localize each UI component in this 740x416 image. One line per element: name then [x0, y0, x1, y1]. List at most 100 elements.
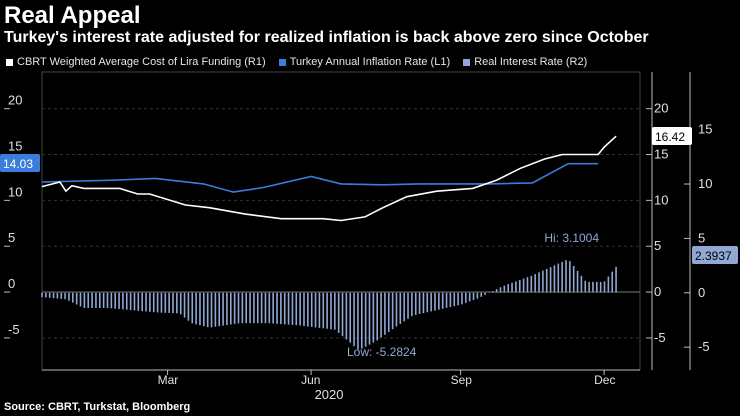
real-rate-bar [203, 292, 205, 327]
real-rate-bar [399, 292, 402, 324]
real-rate-bar [299, 292, 301, 326]
legend-item-inflation: Turkey Annual Inflation Rate (L1) [278, 56, 451, 68]
real-rate-bar [391, 292, 394, 330]
real-rate-bar [507, 284, 509, 293]
real-rate-bar [249, 292, 251, 324]
real-rate-bar [330, 292, 332, 330]
real-rate-bar [168, 292, 170, 313]
real-rate-bar [368, 292, 371, 345]
real-rate-bar [206, 292, 209, 328]
x-axis-year-label: 2020 [315, 387, 344, 402]
real-rate-bar [434, 292, 436, 311]
real-rate-bar [357, 292, 359, 350]
real-rate-bar [160, 292, 163, 313]
x-axis-tick-label: Sep [451, 373, 473, 387]
real-rate-bar [218, 292, 221, 327]
real-rate-bar [372, 292, 375, 343]
right2-axis-tick-label: -5 [698, 339, 710, 354]
real-last-tag-box [692, 246, 738, 264]
real-rate-bar [495, 289, 498, 293]
real-rate-bar [195, 292, 197, 325]
real-rate-bar [60, 292, 63, 299]
real-rate-bar [561, 261, 563, 293]
real-rate-bar [580, 275, 583, 293]
real-rate-bar [79, 292, 82, 307]
real-rate-bar [283, 292, 286, 325]
cbrt-line [41, 135, 617, 222]
real-rate-bar [565, 260, 567, 293]
real-rate-bar [199, 292, 201, 326]
real-rate-bar [114, 292, 117, 309]
real-rate-bar [310, 292, 313, 327]
real-rate-bar [453, 292, 456, 307]
real-rate-bar [264, 292, 267, 324]
real-rate-bar [553, 265, 556, 293]
real-rate-bar [422, 292, 425, 314]
legend-swatch-inflation [278, 58, 286, 66]
real-rate-bar [214, 292, 217, 327]
real-rate-bar [48, 292, 51, 298]
real-rate-bar [303, 292, 305, 326]
right2-axis-tick-label: 15 [698, 122, 712, 137]
inflation-line [41, 162, 599, 193]
real-rate-bar [449, 292, 452, 308]
real-rate-bar [526, 277, 529, 293]
real-rate-bar [380, 292, 382, 338]
real-rate-bar [414, 292, 417, 315]
real-rate-bar [518, 279, 521, 293]
real-rate-bar [233, 292, 236, 324]
real-rate-bar [287, 292, 290, 325]
real-rate-bar [91, 292, 93, 309]
real-rate-bar [538, 272, 540, 293]
real-rate-bar [156, 292, 159, 313]
real-rate-bar [187, 292, 190, 321]
left-axis-tick-label: 0 [8, 276, 15, 291]
right2-axis-tick-label: 5 [698, 230, 705, 245]
real-rate-bar [503, 285, 506, 293]
x-axis-tick-label: Dec [594, 373, 615, 387]
right1-axis-tick-label: -5 [654, 330, 666, 345]
real-rate-bar [172, 292, 174, 314]
real-rate-bar [52, 292, 55, 299]
real-rate-bar [318, 292, 321, 328]
real-rate-bar [222, 292, 224, 326]
inflation-last-tag: 14.03 [3, 157, 33, 171]
real-rate-bar [545, 268, 548, 293]
real-rate-bar [584, 280, 587, 293]
real-rate-bar [149, 292, 151, 312]
real-rate-bar [407, 292, 409, 319]
real-rate-bar [95, 292, 97, 309]
real-rate-bar [499, 287, 502, 293]
right1-axis-tick-label: 5 [654, 238, 661, 253]
real-rate-bar [322, 292, 325, 329]
legend: CBRT Weighted Average Cost of Lira Fundi… [6, 56, 597, 69]
source-note: Source: CBRT, Turkstat, Bloomberg [4, 401, 191, 413]
real-rate-bar [615, 266, 617, 293]
real-rate-bar [549, 267, 552, 293]
real-rate-bar [542, 270, 544, 293]
real-rate-bar [164, 292, 167, 313]
real-rate-bar [245, 292, 248, 324]
real-rate-bar [472, 292, 475, 301]
inflation-last-tag-box [0, 154, 40, 172]
real-rate-bar [226, 292, 228, 326]
legend-label-inflation: Turkey Annual Inflation Rate (L1) [289, 56, 451, 68]
real-rate-bar [129, 292, 132, 311]
real-rate-bar [353, 292, 355, 347]
high-annotation: Hi: 3.1004 [544, 231, 599, 245]
real-rate-bar [384, 292, 386, 335]
real-rate-bar [326, 292, 328, 329]
real-rate-bar [229, 292, 232, 325]
legend-label-real-rate: Real Interest Rate (R2) [474, 56, 588, 68]
right2-axis-tick-label: 0 [698, 285, 705, 300]
real-rate-bar [592, 281, 594, 293]
real-rate-bar [295, 292, 298, 326]
real-rate-bar [268, 292, 271, 324]
left-axis-tick-label: 5 [8, 230, 15, 245]
real-rate-bar [83, 292, 86, 309]
right1-axis-tick-label: 15 [654, 147, 668, 162]
real-rate-bar [125, 292, 128, 310]
real-rate-bar [241, 292, 244, 324]
real-rate-bar [607, 276, 610, 293]
